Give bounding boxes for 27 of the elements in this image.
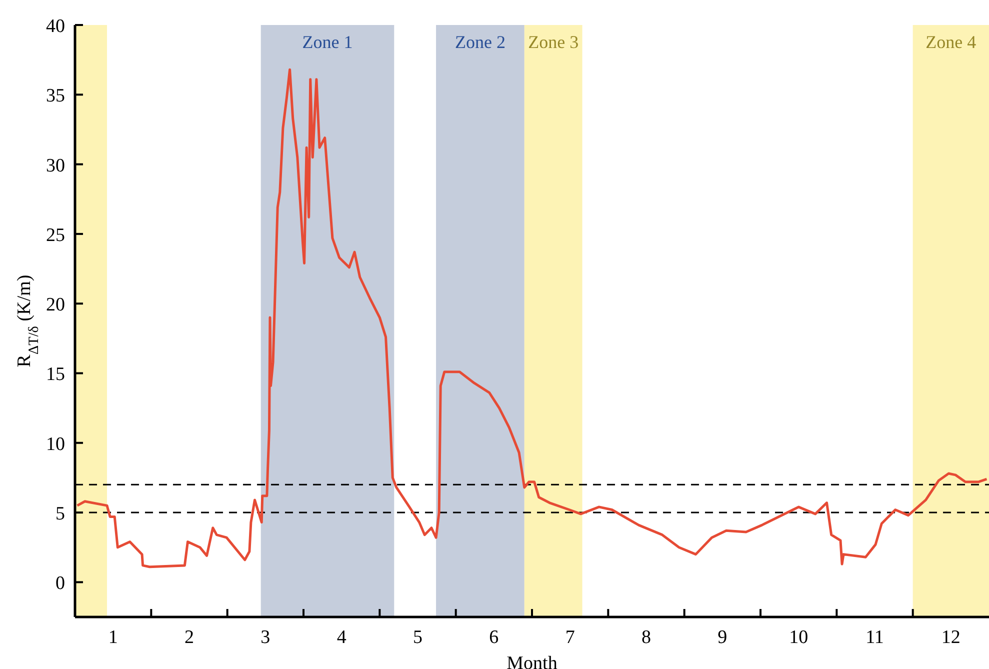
line-series (76, 68, 988, 568)
y-tick-label: 25 (46, 224, 65, 246)
x-tick-label: 1 (108, 627, 118, 648)
x-tick-label: 7 (565, 627, 575, 648)
x-tick-label: 11 (866, 627, 884, 648)
band-label: Zone 2 (454, 32, 506, 52)
x-tick-label: 9 (718, 627, 728, 648)
x-tick-label: 8 (642, 627, 651, 648)
band-label: Zone 4 (926, 32, 976, 52)
y-tick-label: 10 (46, 434, 65, 455)
y-tick-label: 40 (46, 16, 65, 37)
y-tick-label: 20 (46, 294, 65, 316)
y-tick-label: 5 (56, 504, 65, 525)
band-label: Zone 1 (302, 32, 353, 52)
y-tick-label: 15 (46, 364, 65, 386)
x-tick-label: 12 (941, 627, 960, 648)
x-tick-label: 3 (260, 627, 270, 648)
x-tick-label: 5 (413, 627, 422, 648)
band-label: Zone 3 (528, 32, 579, 52)
x-tick-label: 10 (789, 627, 808, 648)
x-axis-title: Month (506, 653, 558, 669)
x-tick-label: 4 (336, 627, 347, 648)
y-tick-label: 30 (46, 155, 65, 176)
x-tick-label: 6 (489, 627, 499, 648)
y-tick-label: 35 (46, 86, 65, 107)
x-tick-label: 2 (184, 627, 194, 648)
y-tick-label: 0 (56, 573, 65, 594)
